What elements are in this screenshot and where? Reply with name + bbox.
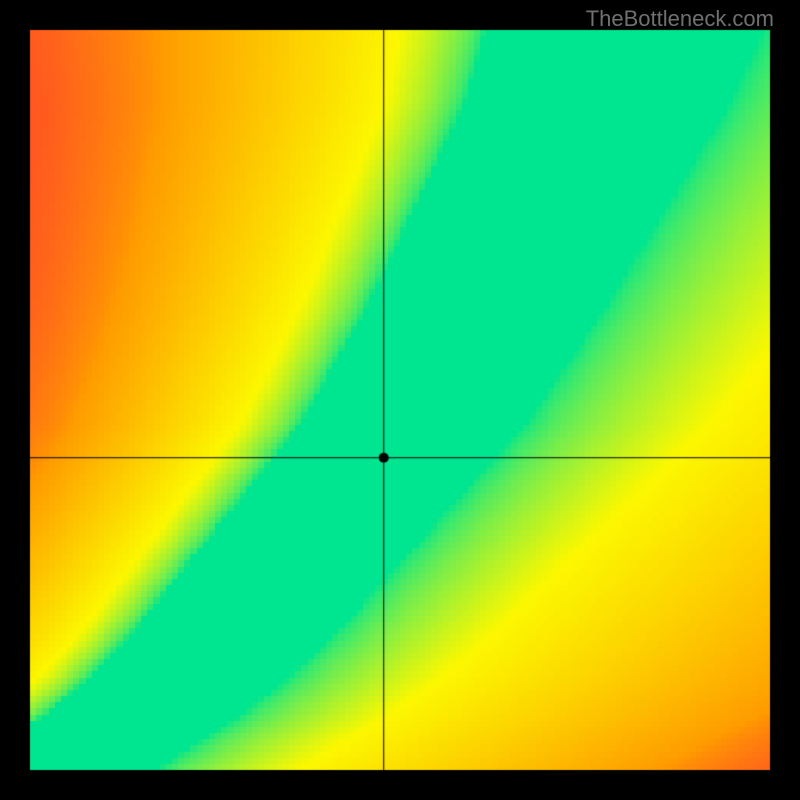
chart-container: TheBottleneck.com — [0, 0, 800, 800]
watermark-text: TheBottleneck.com — [586, 6, 774, 32]
bottleneck-heatmap — [0, 0, 800, 800]
